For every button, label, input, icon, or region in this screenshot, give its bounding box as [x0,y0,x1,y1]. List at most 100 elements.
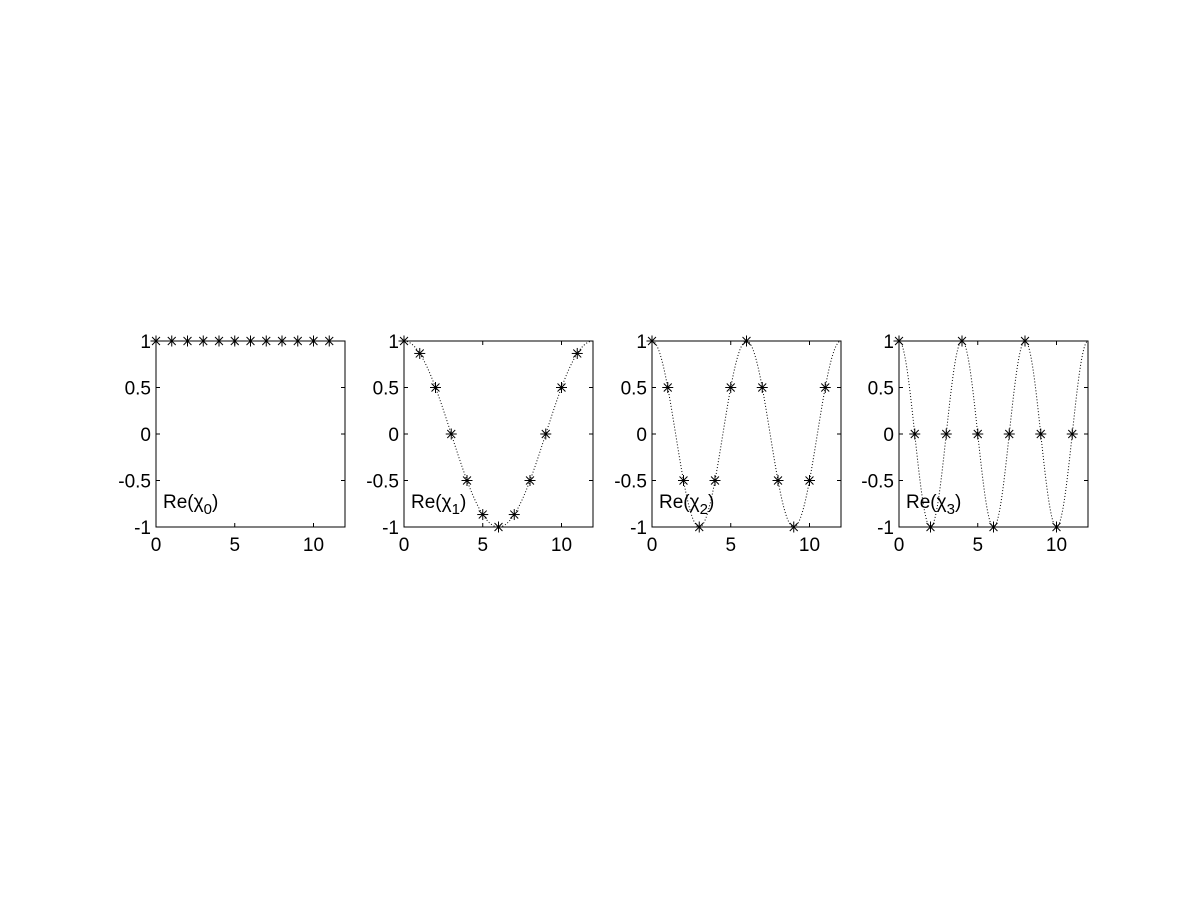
data-point [445,428,457,440]
data-point [229,335,241,347]
panel-label-prefix: Re(χ [411,492,452,513]
x-tick-label: 5 [972,535,983,556]
y-tick-label: -1 [134,518,151,539]
data-point [308,335,319,347]
data-point [430,382,441,393]
panel-label-prefix: Re(χ [659,492,700,513]
data-point [819,382,831,393]
data-point [461,475,473,486]
y-tick-label: 0 [883,425,894,446]
data-point [709,475,721,486]
x-tick-label: 0 [151,535,162,556]
data-point [662,382,674,393]
data-point [556,382,567,393]
data-point [909,428,921,440]
data-point [678,475,689,486]
x-tick-label: 0 [399,535,410,556]
y-tick-label: 0 [388,425,399,446]
x-tick-label: 10 [551,535,572,556]
panel-label-subscript: 0 [204,501,212,518]
panel-label-subscript: 1 [452,501,460,518]
data-point [245,335,256,347]
panel-label-suffix: ) [708,492,714,513]
data-point [1066,428,1078,440]
data-point [276,335,288,347]
data-point [756,382,768,393]
data-point [398,335,410,347]
data-point [741,335,752,347]
x-tick-label: 0 [647,535,658,556]
panel-label-prefix: Re(χ [163,492,204,513]
y-tick-label: 0.5 [373,379,399,400]
data-point [972,428,984,440]
y-tick-label: 1 [883,332,894,353]
panel-label-suffix: ) [212,492,218,513]
y-tick-label: 0.5 [868,379,894,400]
y-tick-label: -0.5 [861,472,894,493]
y-tick-label: -0.5 [118,472,151,493]
data-point [956,335,968,347]
x-tick-label: 10 [303,535,324,556]
y-tick-label: 0.5 [125,379,151,400]
panel-label-suffix: ) [460,492,466,513]
y-tick-label: 1 [140,332,151,353]
panel-label: Re(χ2) [659,492,714,518]
data-point [150,335,162,347]
panel-2: 0 5 10 -1 -0.5 0 0.5 1 Re(χ2) [614,332,842,556]
data-point [182,335,193,347]
data-point [1003,428,1015,440]
x-tick-label: 5 [477,535,488,556]
x-tick-label: 5 [229,535,240,556]
y-tick-label: -0.5 [614,472,647,493]
y-tick-label: 0 [636,425,647,446]
data-point [197,335,209,347]
data-point [1035,428,1047,440]
y-tick-label: -0.5 [366,472,399,493]
data-point [477,509,489,521]
panel-label-prefix: Re(χ [906,492,947,513]
panel-label-subscript: 3 [947,501,955,518]
panel-label: Re(χ0) [163,492,218,518]
y-tick-label: 1 [636,332,647,353]
data-point [893,335,905,347]
data-point [940,428,952,440]
data-point [693,521,705,533]
data-point [166,335,178,347]
data-point [988,521,999,533]
data-point [788,521,800,533]
panel-label: Re(χ1) [411,492,466,518]
y-tick-label: 0.5 [621,379,647,400]
x-tick-label: 5 [725,535,736,556]
y-tick-label: -1 [877,518,894,539]
y-tick-label: -1 [630,518,647,539]
data-point [646,335,658,347]
data-point [213,335,225,347]
x-tick-label: 0 [894,535,905,556]
data-point [925,521,936,533]
data-point [725,382,737,393]
data-point [292,335,304,347]
data-point [540,428,552,440]
data-point [323,335,335,347]
y-tick-label: 1 [388,332,399,353]
data-point [260,335,272,347]
data-point [414,347,426,359]
data-point [508,509,520,521]
panel-3: 0 5 10 -1 -0.5 0 0.5 1 Re(χ3) [861,332,1089,556]
data-point [804,475,815,486]
y-tick-label: 0 [140,425,151,446]
data-point [1051,521,1062,533]
data-point [524,475,536,486]
data-point [493,521,504,533]
x-tick-label: 10 [1046,535,1067,556]
panel-label-suffix: ) [955,492,961,513]
data-point [571,347,583,359]
data-point [772,475,784,486]
x-tick-label: 10 [799,535,820,556]
y-tick-label: -1 [382,518,399,539]
panel-label: Re(χ3) [906,492,961,518]
data-point [1019,335,1031,347]
